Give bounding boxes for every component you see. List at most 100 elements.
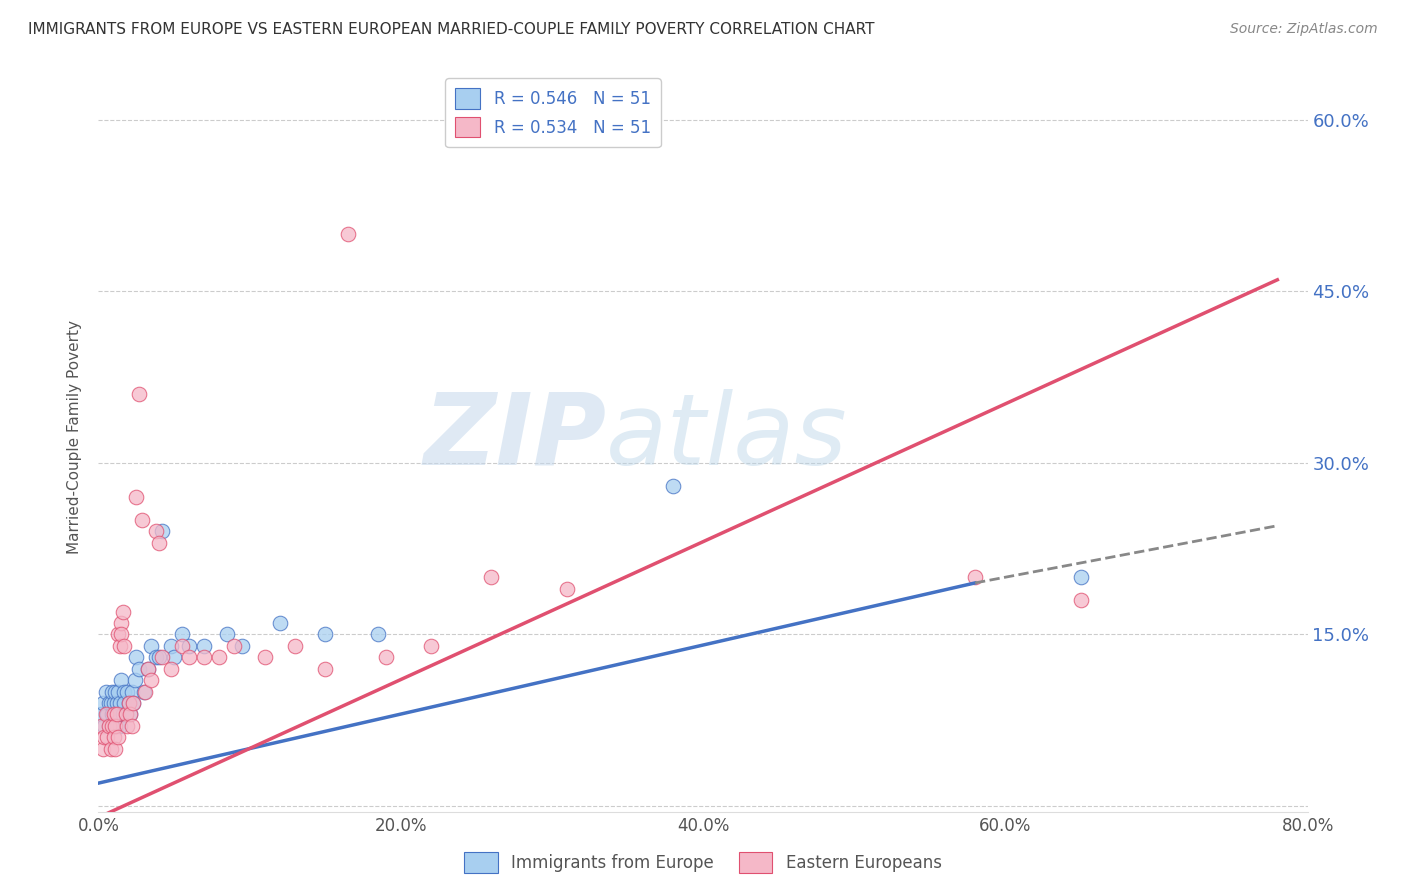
- Point: [160, 662, 183, 676]
- Point: [111, 707, 134, 722]
- Point: [104, 684, 127, 698]
- Point: [118, 696, 141, 710]
- Point: [98, 719, 121, 733]
- Point: [208, 650, 231, 665]
- Point: [481, 570, 503, 584]
- Point: [160, 639, 183, 653]
- Point: [120, 707, 142, 722]
- Point: [136, 662, 159, 676]
- Point: [124, 673, 146, 688]
- Text: Source: ZipAtlas.com: Source: ZipAtlas.com: [1230, 22, 1378, 37]
- Point: [231, 639, 253, 653]
- Point: [215, 627, 238, 641]
- Point: [108, 719, 131, 733]
- Point: [132, 684, 155, 698]
- Point: [110, 627, 132, 641]
- Point: [104, 741, 127, 756]
- Point: [105, 707, 128, 722]
- Point: [150, 524, 173, 539]
- Point: [141, 639, 163, 653]
- Point: [145, 650, 167, 665]
- Point: [100, 696, 122, 710]
- Point: [125, 650, 148, 665]
- Point: [136, 662, 159, 676]
- Point: [121, 684, 143, 698]
- Text: IMMIGRANTS FROM EUROPE VS EASTERN EUROPEAN MARRIED-COUPLE FAMILY POVERTY CORRELA: IMMIGRANTS FROM EUROPE VS EASTERN EUROPE…: [28, 22, 875, 37]
- Point: [122, 696, 145, 710]
- Point: [112, 696, 135, 710]
- Point: [420, 639, 443, 653]
- Point: [555, 582, 578, 596]
- Point: [128, 387, 150, 401]
- Point: [170, 627, 193, 641]
- Point: [107, 707, 129, 722]
- Point: [107, 627, 129, 641]
- Point: [115, 719, 138, 733]
- Point: [224, 639, 246, 653]
- Point: [111, 605, 134, 619]
- Point: [115, 684, 138, 698]
- Point: [103, 719, 125, 733]
- Point: [1070, 593, 1092, 607]
- Point: [163, 650, 186, 665]
- Point: [96, 707, 118, 722]
- Point: [91, 741, 114, 756]
- Point: [128, 662, 150, 676]
- Point: [90, 707, 112, 722]
- Point: [98, 696, 121, 710]
- Point: [103, 696, 125, 710]
- Point: [114, 707, 136, 722]
- Point: [1070, 570, 1092, 584]
- Point: [118, 696, 141, 710]
- Point: [193, 639, 215, 653]
- Point: [103, 707, 125, 722]
- Point: [110, 673, 132, 688]
- Point: [125, 490, 148, 504]
- Point: [112, 639, 135, 653]
- Point: [90, 719, 112, 733]
- Point: [284, 639, 307, 653]
- Point: [150, 650, 173, 665]
- Point: [170, 639, 193, 653]
- Point: [114, 707, 136, 722]
- Y-axis label: Married-Couple Family Poverty: Married-Couple Family Poverty: [67, 320, 83, 554]
- Point: [269, 615, 291, 630]
- Point: [93, 731, 115, 745]
- Point: [661, 479, 683, 493]
- Point: [131, 513, 153, 527]
- Point: [148, 650, 170, 665]
- Point: [107, 684, 129, 698]
- Point: [314, 627, 336, 641]
- Text: ZIP: ZIP: [423, 389, 606, 485]
- Legend: Immigrants from Europe, Eastern Europeans: Immigrants from Europe, Eastern European…: [458, 846, 948, 880]
- Point: [101, 707, 124, 722]
- Point: [91, 696, 114, 710]
- Point: [93, 719, 115, 733]
- Point: [148, 536, 170, 550]
- Point: [108, 639, 131, 653]
- Point: [179, 650, 201, 665]
- Point: [100, 741, 122, 756]
- Point: [374, 650, 396, 665]
- Point: [98, 719, 121, 733]
- Point: [141, 673, 163, 688]
- Point: [193, 650, 215, 665]
- Point: [105, 696, 128, 710]
- Point: [101, 684, 124, 698]
- Point: [253, 650, 276, 665]
- Point: [107, 731, 129, 745]
- Point: [105, 719, 128, 733]
- Legend: R = 0.546   N = 51, R = 0.534   N = 51: R = 0.546 N = 51, R = 0.534 N = 51: [446, 78, 661, 147]
- Point: [134, 684, 156, 698]
- Point: [145, 524, 167, 539]
- Point: [367, 627, 389, 641]
- Point: [965, 570, 987, 584]
- Point: [108, 696, 131, 710]
- Point: [103, 731, 125, 745]
- Point: [96, 731, 118, 745]
- Point: [120, 707, 142, 722]
- Point: [122, 696, 145, 710]
- Point: [104, 719, 127, 733]
- Point: [94, 684, 117, 698]
- Point: [110, 615, 132, 630]
